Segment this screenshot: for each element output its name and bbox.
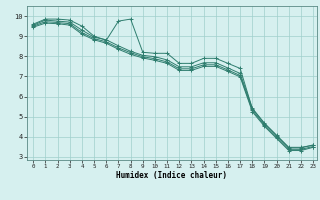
X-axis label: Humidex (Indice chaleur): Humidex (Indice chaleur)	[116, 171, 228, 180]
